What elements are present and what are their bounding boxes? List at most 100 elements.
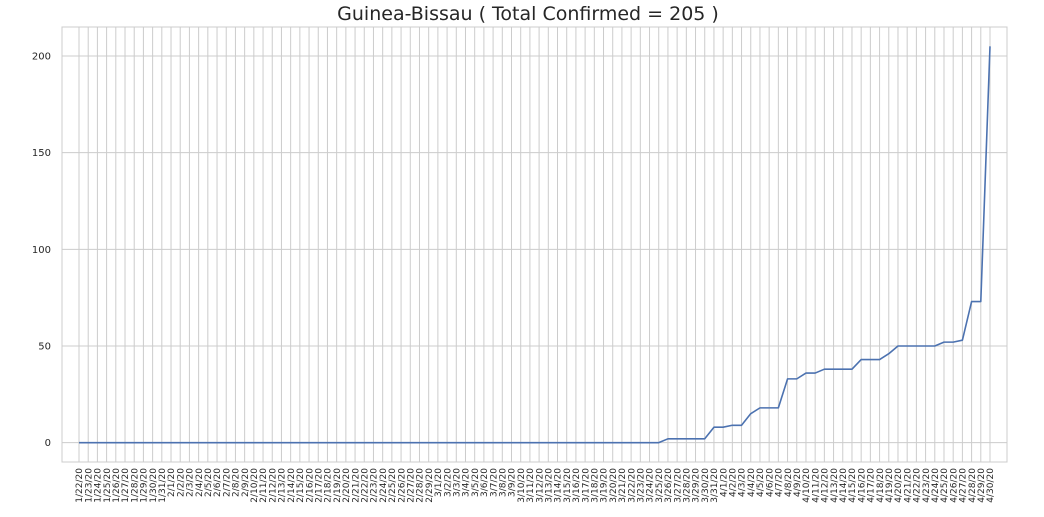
x-tick-label: 3/3/20: [452, 468, 462, 497]
x-tick-label: 3/25/20: [655, 468, 665, 503]
x-tick-label: 4/18/20: [876, 468, 886, 503]
x-tick-label: 3/21/20: [618, 468, 628, 503]
x-tick-label: 4/16/20: [857, 468, 867, 503]
plot-frame: [61, 26, 1008, 463]
x-tick-label: 4/4/20: [747, 468, 757, 497]
x-tick-label: 3/10/20: [517, 468, 527, 503]
x-tick-label: 1/25/20: [103, 468, 113, 503]
y-tick-label: 200: [32, 52, 51, 63]
x-tick-label: 3/22/20: [627, 468, 637, 503]
x-tick-label: 2/28/20: [416, 468, 426, 503]
y-tick-label: 50: [38, 342, 51, 353]
x-tick-label: 3/6/20: [480, 468, 490, 497]
x-tick-label: 2/3/20: [186, 468, 196, 497]
x-tick-label: 3/20/20: [609, 468, 619, 503]
x-tick-label: 4/13/20: [830, 468, 840, 503]
chart-title: Guinea-Bissau ( Total Confirmed = 205 ): [337, 3, 719, 25]
x-tick-label: 4/22/20: [913, 468, 923, 503]
x-tick-label: 3/11/20: [526, 468, 536, 503]
x-tick-label: 2/14/20: [287, 468, 297, 503]
x-tick-label: 1/30/20: [149, 468, 159, 503]
x-tick-label: 2/29/20: [425, 468, 435, 503]
x-tick-label: 3/18/20: [591, 468, 601, 503]
x-tick-label: 2/12/20: [268, 468, 278, 503]
x-tick-label: 4/23/20: [922, 468, 932, 503]
x-tick-label: 4/20/20: [894, 468, 904, 503]
x-tick-label: 2/13/20: [278, 468, 288, 503]
x-tick-label: 1/26/20: [112, 468, 122, 503]
x-tick-label: 3/28/20: [683, 468, 693, 503]
x-gridlines: [78, 27, 991, 462]
x-tick-label: 1/24/20: [94, 468, 104, 503]
x-tick-label: 4/5/20: [756, 468, 766, 497]
x-tick-label: 3/29/20: [692, 468, 702, 503]
x-tick-label: 3/26/20: [664, 468, 674, 503]
x-tick-label: 2/21/20: [351, 468, 361, 503]
x-tick-label: 1/28/20: [130, 468, 140, 503]
x-tick-label: 2/18/20: [324, 468, 334, 503]
x-tick-label: 1/23/20: [84, 468, 94, 503]
x-tick-label: 3/16/20: [572, 468, 582, 503]
x-tick-label: 2/1/20: [167, 468, 177, 497]
y-tick-labels: 0 50 100 150 200: [32, 52, 51, 450]
x-tick-label: 1/31/20: [158, 468, 168, 503]
x-tick-label: 2/19/20: [333, 468, 343, 503]
x-tick-label: 2/25/20: [388, 468, 398, 503]
x-tick-label: 2/23/20: [370, 468, 380, 503]
series-line: [79, 46, 991, 444]
x-tick-label: 3/31/20: [710, 468, 720, 503]
x-tick-label: 2/9/20: [241, 468, 251, 497]
x-tick-label: 4/21/20: [903, 468, 913, 503]
x-tick-label: 3/24/20: [646, 468, 656, 503]
x-tick-label: 2/10/20: [250, 468, 260, 503]
x-tick-label: 2/5/20: [204, 468, 214, 497]
x-tick-label: 4/17/20: [867, 468, 877, 503]
x-tick-label: 2/8/20: [232, 468, 242, 497]
x-tick-label: 3/7/20: [489, 468, 499, 497]
x-tick-label: 4/28/20: [968, 468, 978, 503]
x-tick-label: 3/30/20: [701, 468, 711, 503]
x-tick-label: 1/22/20: [75, 468, 85, 503]
x-tick-label: 2/17/20: [314, 468, 324, 503]
x-tick-label: 3/15/20: [563, 468, 573, 503]
x-tick-label: 4/27/20: [959, 468, 969, 503]
x-tick-label: 4/7/20: [775, 468, 785, 497]
x-tick-label: 4/25/20: [940, 468, 950, 503]
x-tick-label: 3/5/20: [471, 468, 481, 497]
x-tick-label: 3/23/20: [637, 468, 647, 503]
x-tick-label: 2/2/20: [176, 468, 186, 497]
x-tick-label: 1/27/20: [121, 468, 131, 503]
x-tick-label: 4/26/20: [949, 468, 959, 503]
x-tick-label: 4/19/20: [885, 468, 895, 503]
x-tick-label: 3/19/20: [600, 468, 610, 503]
series-layer: [79, 46, 991, 444]
x-tick-label: 4/30/20: [986, 468, 996, 503]
x-tick-label: 4/9/20: [793, 468, 803, 497]
x-tick-label: 2/24/20: [379, 468, 389, 503]
x-tick-label: 4/8/20: [784, 468, 794, 497]
x-tick-label: 4/14/20: [839, 468, 849, 503]
x-tick-label: 2/22/20: [360, 468, 370, 503]
x-tick-label: 2/20/20: [342, 468, 352, 503]
x-tick-labels: 1/22/20 1/23/20 1/24/20 1/25/20 1/26/20 1/27/…: [75, 468, 996, 503]
x-tick-label: 2/4/20: [195, 468, 205, 497]
x-tick-label: 3/8/20: [498, 468, 508, 497]
x-tick-label: 3/12/20: [535, 468, 545, 503]
x-tick-label: 2/27/20: [406, 468, 416, 503]
x-tick-label: 3/1/20: [434, 468, 444, 497]
x-tick-label: 3/14/20: [554, 468, 564, 503]
x-tick-label: 2/16/20: [305, 468, 315, 503]
y-tick-label: 0: [45, 438, 51, 449]
x-tick-label: 4/15/20: [848, 468, 858, 503]
x-tick-label: 2/7/20: [222, 468, 232, 497]
y-tick-label: 150: [32, 148, 51, 159]
x-tick-label: 2/15/20: [296, 468, 306, 503]
x-tick-label: 1/29/20: [140, 468, 150, 503]
x-tick-label: 2/6/20: [213, 468, 223, 497]
x-tick-label: 4/11/20: [811, 468, 821, 503]
x-tick-label: 4/2/20: [729, 468, 739, 497]
x-tick-label: 4/29/20: [977, 468, 987, 503]
x-tick-label: 3/4/20: [462, 468, 472, 497]
